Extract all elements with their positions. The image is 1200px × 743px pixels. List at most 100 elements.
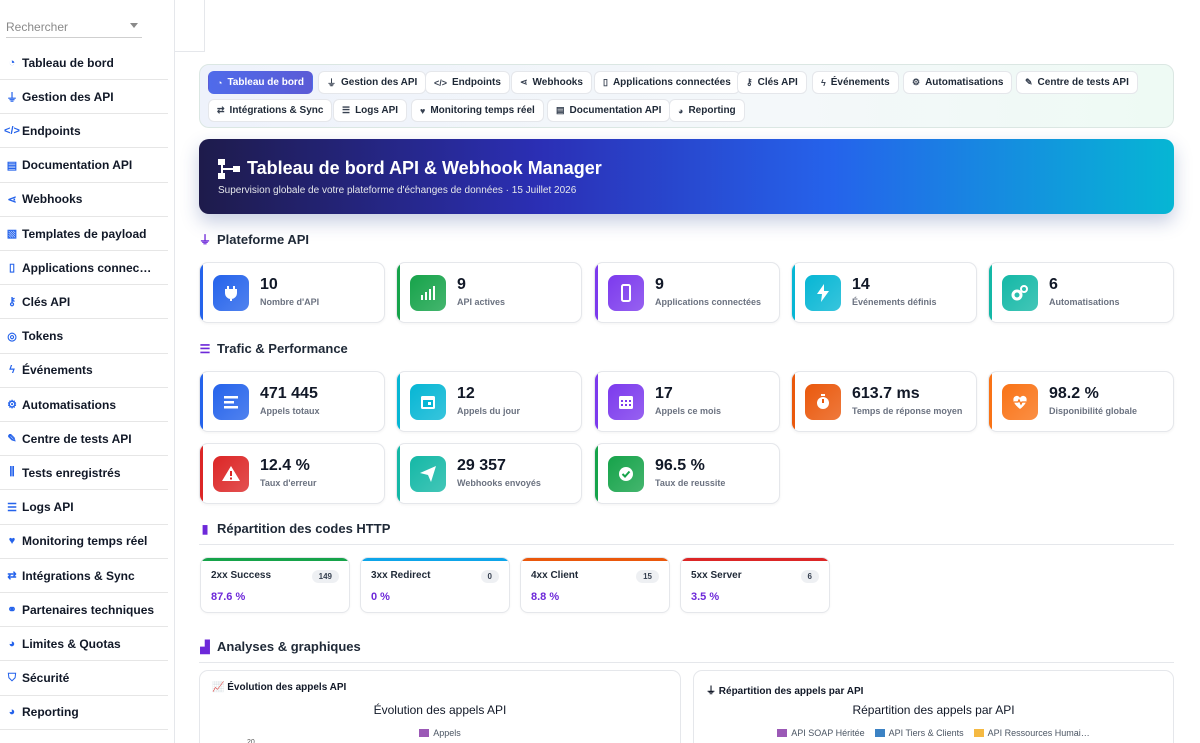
sidebar-item-label: Gestion des API — [22, 89, 114, 104]
kpi-accent-bar — [595, 372, 598, 431]
plug-icon: ⏚ — [6, 91, 18, 104]
tab-icon: ◔ — [217, 77, 223, 88]
sidebar-item-label: Endpoints — [22, 123, 81, 138]
shield-icon: ⛉ — [7, 671, 17, 684]
kpi-label: Événements définis — [852, 297, 937, 307]
tab-icon: ▯ — [603, 77, 608, 87]
tab-monitoring-temps-r-el[interactable]: ♥ Monitoring temps réel — [411, 99, 544, 122]
y-tick-label: 20 — [247, 739, 255, 743]
chart-card-evolution: 📈 Évolution des appels API Évolution des… — [199, 670, 681, 743]
kpi-label: Appels du jour — [457, 406, 520, 416]
kpi-label: Temps de réponse moyen — [852, 406, 963, 416]
tab-documentation-api[interactable]: ▤ Documentation API — [547, 99, 671, 122]
sidebar-item-pen[interactable]: ✎ Centre de tests API — [0, 422, 168, 457]
kpi-label: Disponibilité globale — [1049, 406, 1138, 416]
file-code-icon: ▧ — [6, 228, 18, 240]
legend-item[interactable]: API Ressources Humai… — [973, 728, 1090, 738]
stopwatch-icon — [805, 384, 841, 420]
sidebar-item-arrows[interactable]: ⇄ Intégrations & Sync — [0, 559, 168, 593]
chart-area-icon: ▟ — [200, 639, 210, 654]
sidebar-item-list[interactable]: ☰ Logs API — [0, 491, 168, 525]
sidebar-item-code[interactable]: </> Endpoints — [0, 114, 168, 149]
sidebar-item-fingerprint[interactable]: ◎ Tokens — [0, 320, 168, 354]
tab-endpoints[interactable]: </> Endpoints — [425, 71, 510, 94]
sidebar-item-file-code[interactable]: ▧ Templates de payload — [0, 217, 168, 251]
kpi-card: 17 Appels ce mois — [594, 371, 780, 432]
tab-icon: ▤ — [556, 105, 565, 115]
http-percentage: 3.5 % — [691, 591, 720, 603]
tab-webhooks[interactable]: ⋖ Webhooks — [511, 71, 592, 94]
sidebar-item-share-nodes[interactable]: ⋖ Webhooks — [0, 183, 168, 217]
tab-applications-connect-es[interactable]: ▯ Applications connectées — [594, 71, 740, 94]
sidebar-item-label: Webhooks — [22, 192, 83, 207]
tab-tableau-de-bord[interactable]: ◔ Tableau de bord — [208, 71, 313, 94]
sidebar-item-label: Clés API — [22, 294, 71, 309]
sidebar-item-vials[interactable]: ⫼ Tests enregistrés — [0, 456, 168, 491]
sidebar-item-label: Intégrations & Sync — [22, 568, 135, 583]
legend-item[interactable]: API SOAP Héritée — [777, 728, 865, 738]
tab--v-nements[interactable]: ϟ Événements — [812, 71, 899, 94]
sidebar-item-gauge-high[interactable]: ◕ Limites & Quotas — [0, 627, 168, 662]
sidebar-item-chart-pie[interactable]: ◕ Reporting — [0, 696, 168, 730]
sidebar-item-gauge[interactable]: ◔ Tableau de bord — [0, 46, 168, 80]
sidebar-item-label: Centre de tests API — [22, 431, 132, 446]
http-accent-bar — [681, 558, 829, 561]
tab-logs-api[interactable]: ☰ Logs API — [333, 99, 408, 122]
gears-icon: ⚙ — [7, 399, 17, 411]
sidebar-item-key[interactable]: ⚷ Clés API — [0, 285, 168, 320]
sidebar-item-heart-pulse[interactable]: ♥ Monitoring temps réel — [0, 525, 168, 559]
tab-gestion-des-api[interactable]: ⏚ Gestion des API — [318, 71, 427, 94]
warning-icon — [213, 456, 249, 492]
list-icon — [213, 384, 249, 420]
http-accent-bar — [201, 558, 349, 561]
sidebar-item-plug[interactable]: ⏚ Gestion des API — [0, 80, 168, 115]
sidebar-item-book[interactable]: ▤ Documentation API — [0, 149, 168, 183]
sidebar-item-mobile[interactable]: ▯ Applications connec… — [0, 251, 168, 286]
sidebar-item-shield[interactable]: ⛉ Sécurité — [0, 662, 168, 696]
section-title-trafic: ☰ Trafic & Performance — [199, 341, 348, 356]
http-count-badge: 6 — [800, 570, 819, 583]
legend-label: API Tiers & Clients — [888, 728, 964, 738]
http-percentage: 8.8 % — [531, 591, 560, 603]
sitemap-icon — [218, 159, 240, 179]
sidebar-item-label: Documentation API — [22, 158, 133, 173]
search-placeholder: Rechercher — [6, 20, 69, 34]
kpi-label: Webhooks envoyés — [457, 478, 541, 488]
http-accent-bar — [361, 558, 509, 561]
chart-pie-icon: ◕ — [8, 706, 16, 719]
tab-int-grations-sync[interactable]: ⇄ Intégrations & Sync — [208, 99, 333, 122]
chevron-down-icon[interactable] — [130, 23, 138, 28]
http-count-badge: 0 — [480, 570, 499, 583]
kpi-card: 98.2 % Disponibilité globale — [988, 371, 1174, 432]
list-icon: ☰ — [7, 501, 17, 514]
kpi-label: Appels totaux — [260, 406, 320, 416]
sidebar-item-bolt[interactable]: ϟ Événements — [0, 354, 168, 388]
sidebar-item-gears[interactable]: ⚙ Automatisations — [0, 388, 168, 422]
code-icon: </> — [4, 124, 20, 137]
calendar-grid-icon — [608, 384, 644, 420]
sidebar-item-label: Templates de payload — [22, 226, 147, 241]
tab-reporting[interactable]: ◕ Reporting — [669, 99, 745, 122]
kpi-value: 14 — [852, 276, 870, 293]
tab-icon: </> — [434, 77, 448, 88]
arrows-icon: ⇄ — [7, 570, 17, 582]
tab-icon: ⋖ — [520, 77, 528, 87]
sidebar-item-label: Sécurité — [22, 671, 70, 686]
tab-cl-s-api[interactable]: ⚷ Clés API — [737, 71, 807, 94]
page-title: Tableau de bord API & Webhook Manager — [247, 158, 602, 178]
tab-centre-de-tests-api[interactable]: ✎ Centre de tests API — [1016, 71, 1138, 94]
legend-item[interactable]: Appels — [419, 728, 461, 738]
sidebar-item-label: Événements — [22, 363, 93, 378]
search-input[interactable]: Rechercher — [6, 18, 142, 38]
kpi-card: 96.5 % Taux de reussite — [594, 443, 780, 504]
tab-automatisations[interactable]: ⚙ Automatisations — [903, 71, 1013, 94]
tab-icon: ✎ — [1025, 77, 1033, 87]
kpi-accent-bar — [989, 372, 992, 431]
kpi-card: 14 Événements définis — [791, 262, 977, 323]
chart-card-header-label: Répartition des appels par API — [718, 686, 864, 697]
legend-item[interactable]: API Tiers & Clients — [874, 728, 964, 738]
tab-icon: ⚙ — [912, 77, 921, 87]
sidebar-item-handshake[interactable]: ⚭ Partenaires techniques — [0, 593, 168, 628]
kpi-card: 613.7 ms Temps de réponse moyen — [791, 371, 977, 432]
kpi-card: 471 445 Appels totaux — [199, 371, 385, 432]
